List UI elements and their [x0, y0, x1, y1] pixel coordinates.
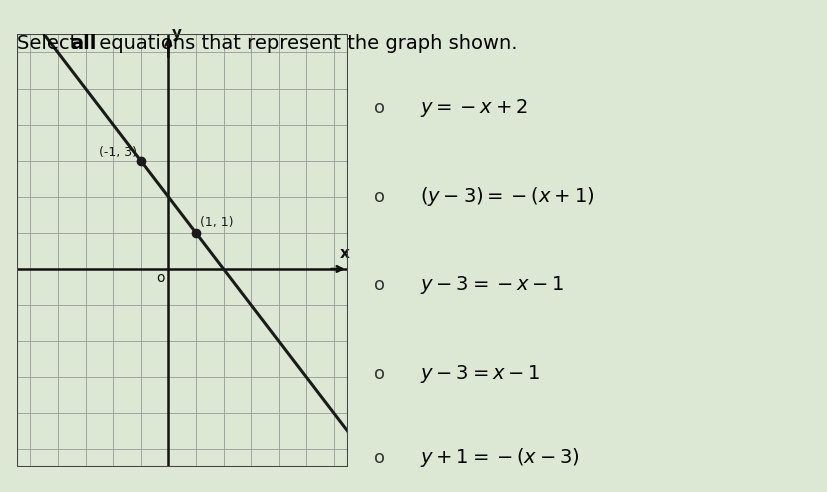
- Text: x: x: [340, 246, 350, 261]
- Text: $y + 1 = -(x - 3)$: $y + 1 = -(x - 3)$: [419, 446, 579, 469]
- Text: all: all: [70, 34, 97, 54]
- Text: o: o: [373, 449, 384, 466]
- Text: o: o: [373, 365, 384, 383]
- Text: (-1, 3): (-1, 3): [98, 146, 136, 159]
- Text: equations that represent the graph shown.: equations that represent the graph shown…: [93, 34, 517, 54]
- Text: y: y: [171, 26, 181, 41]
- Text: $y - 3 = x - 1$: $y - 3 = x - 1$: [419, 363, 540, 385]
- Text: Select: Select: [17, 34, 83, 54]
- Text: o: o: [373, 277, 384, 294]
- Text: $(y - 3) = -(x + 1)$: $(y - 3) = -(x + 1)$: [419, 185, 594, 208]
- Text: o: o: [373, 188, 384, 206]
- Text: $y - 3 = -x - 1$: $y - 3 = -x - 1$: [419, 275, 564, 296]
- Text: o: o: [155, 271, 164, 284]
- Text: (1, 1): (1, 1): [200, 216, 233, 229]
- Text: o: o: [373, 99, 384, 117]
- Text: $y = -x + 2$: $y = -x + 2$: [419, 97, 527, 119]
